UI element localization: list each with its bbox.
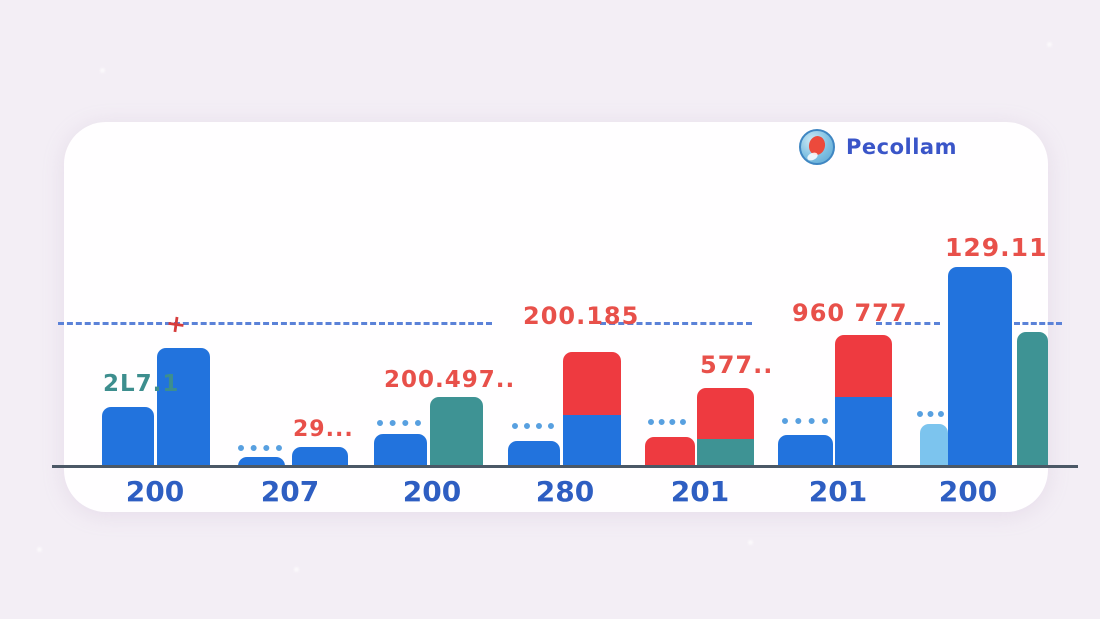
- bar-value-label: 960 777: [792, 299, 908, 327]
- bar-segment-blue: [778, 435, 833, 466]
- dotted-marker: [648, 419, 686, 425]
- legend: Pecollam: [799, 129, 957, 165]
- bar-segment-red: [645, 437, 695, 466]
- x-axis-label: 200: [938, 475, 998, 508]
- bar-value-label: 129.11: [945, 233, 1048, 262]
- x-axis-label: 200: [125, 475, 185, 508]
- bar-segment-blue: [102, 407, 154, 466]
- background-speck: [1047, 42, 1052, 47]
- bar-value-label: 2L7.1: [103, 371, 180, 397]
- bar-segment-blue: [948, 267, 1012, 466]
- bar-segment-blue: [563, 415, 621, 466]
- bar-segment-blue: [508, 441, 560, 466]
- x-axis-line: [52, 465, 1078, 468]
- bar-segment-blue: [292, 447, 348, 466]
- bar-segment-blue: [835, 397, 892, 466]
- bar-segment-red: [835, 335, 892, 397]
- background-speck: [294, 567, 299, 572]
- red-scribble-mark: +: [164, 308, 188, 340]
- reference-dashed-line: [1014, 322, 1062, 325]
- bar-segment-red: [697, 388, 754, 439]
- reference-dashed-line: [58, 322, 492, 325]
- dotted-marker: [238, 445, 282, 451]
- bar-segment-light_blue: [920, 424, 948, 466]
- x-axis-label: 280: [535, 475, 595, 508]
- bar-segment-blue: [238, 457, 285, 466]
- bar-value-label: 200.185: [523, 302, 640, 330]
- dotted-marker: [917, 411, 944, 417]
- bar-segment-red: [563, 352, 621, 415]
- bar-segment-teal: [1017, 332, 1048, 466]
- dotted-marker: [782, 418, 828, 424]
- x-axis-label: 201: [670, 475, 730, 508]
- background-speck: [37, 547, 42, 552]
- dotted-marker: [377, 420, 421, 426]
- bar-value-label: 200.497..: [384, 367, 516, 393]
- legend-label: Pecollam: [846, 135, 957, 159]
- bar-segment-teal: [697, 439, 754, 466]
- bar-value-label: 577..: [700, 351, 774, 379]
- background-speck: [748, 540, 753, 545]
- legend-marker-icon: [799, 129, 835, 165]
- bar-value-label: 29...: [293, 417, 354, 442]
- dotted-marker: [512, 423, 554, 429]
- bar-segment-teal: [430, 397, 483, 466]
- reference-dashed-line: [600, 322, 752, 325]
- x-axis-label: 200: [402, 475, 462, 508]
- reference-dashed-line: [876, 322, 940, 325]
- background-speck: [100, 68, 105, 73]
- x-axis-label: 207: [260, 475, 320, 508]
- x-axis-label: 201: [808, 475, 868, 508]
- bar-segment-blue: [374, 434, 427, 466]
- bar-segment-blue: [157, 348, 210, 466]
